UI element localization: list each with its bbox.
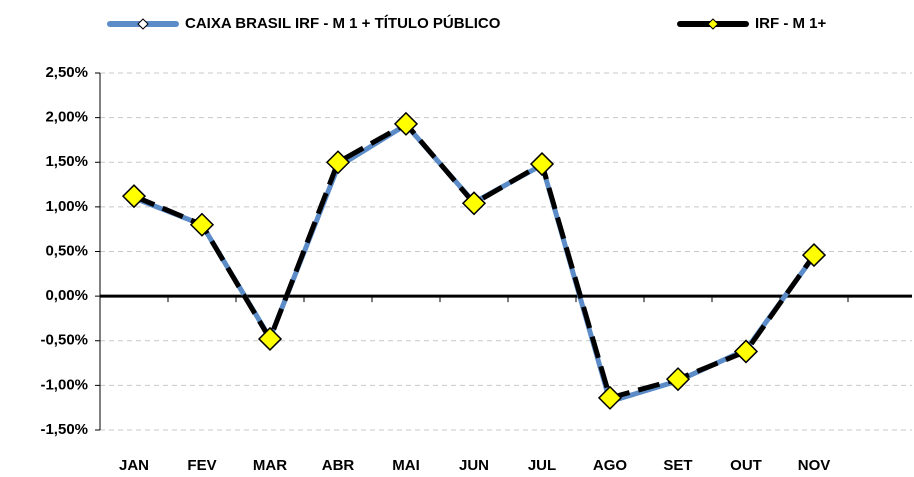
x-tick-label: JUL bbox=[528, 457, 556, 474]
x-tick-label: MAR bbox=[253, 457, 287, 474]
x-tick-label: MAI bbox=[392, 457, 420, 474]
x-tick-label: SET bbox=[663, 457, 692, 474]
x-tick-label: JAN bbox=[119, 457, 149, 474]
series-line bbox=[133, 121, 817, 401]
y-tick-label: -1,50% bbox=[40, 421, 88, 438]
marker bbox=[461, 191, 487, 216]
x-tick-label: NOV bbox=[798, 457, 831, 474]
x-tick-label: JUN bbox=[459, 457, 489, 474]
marker bbox=[189, 212, 215, 237]
y-tick-label: -0,50% bbox=[40, 332, 88, 349]
y-tick-label: 1,00% bbox=[45, 198, 88, 215]
x-tick-label: FEV bbox=[187, 457, 216, 474]
x-tick-label: ABR bbox=[322, 457, 355, 474]
marker bbox=[529, 151, 555, 177]
series-line bbox=[133, 122, 817, 404]
y-tick-label: 0,00% bbox=[45, 287, 88, 304]
marker bbox=[257, 326, 283, 352]
y-tick-label: 2,00% bbox=[45, 109, 88, 126]
legend-label: IRF - M 1+ bbox=[755, 15, 826, 32]
marker bbox=[665, 367, 691, 392]
marker bbox=[801, 243, 827, 268]
marker bbox=[121, 184, 147, 209]
y-tick-label: 1,50% bbox=[45, 153, 88, 170]
x-tick-label: OUT bbox=[730, 457, 762, 474]
marker bbox=[393, 111, 419, 136]
marker bbox=[597, 385, 623, 410]
y-tick-label: -1,00% bbox=[40, 376, 88, 393]
y-tick-label: 0,50% bbox=[45, 242, 88, 259]
marker bbox=[733, 339, 759, 364]
legend-marker bbox=[707, 18, 719, 30]
marker bbox=[325, 150, 351, 175]
x-tick-label: AGO bbox=[593, 457, 628, 474]
y-tick-label: 2,50% bbox=[45, 64, 88, 81]
legend-marker bbox=[137, 18, 149, 30]
legend-label: CAIXA BRASIL IRF - M 1 + TÍTULO PÚBLICO bbox=[185, 14, 501, 32]
